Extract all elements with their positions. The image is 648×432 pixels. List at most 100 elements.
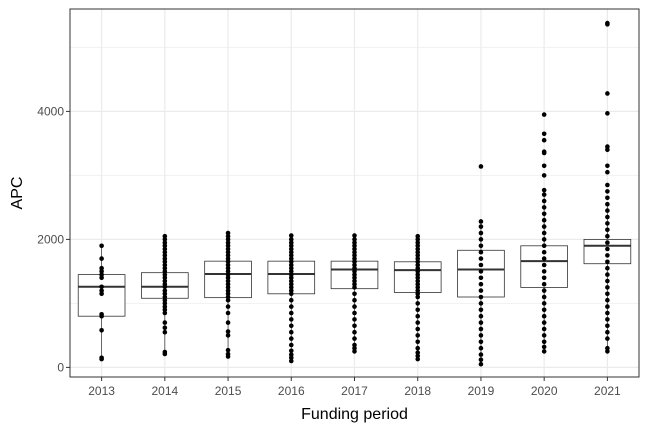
data-point (162, 281, 168, 287)
data-point (605, 20, 610, 26)
data-point (162, 272, 168, 277)
data-point (225, 275, 231, 281)
points-2015 (225, 230, 231, 359)
data-point (478, 262, 484, 268)
data-point (225, 320, 231, 325)
x-tick-label: 2020 (531, 384, 558, 398)
data-point (541, 326, 547, 332)
data-point (225, 249, 231, 255)
x-tick-label: 2017 (341, 384, 368, 398)
x-axis-title: Funding period (301, 406, 408, 423)
data-point (605, 169, 610, 175)
data-point (541, 275, 547, 281)
data-point (352, 278, 357, 284)
data-point (288, 348, 294, 354)
data-point (225, 240, 231, 245)
data-point (415, 350, 421, 355)
data-point (605, 259, 610, 265)
data-point (99, 256, 104, 261)
y-axis-title: APC (9, 177, 26, 210)
data-point (478, 281, 484, 287)
data-point (352, 329, 357, 335)
data-point (288, 246, 294, 252)
data-point (541, 339, 547, 345)
data-point (605, 246, 610, 252)
data-point (288, 342, 294, 348)
x-tick-label: 2015 (215, 384, 242, 398)
data-point (99, 269, 104, 274)
data-point (415, 326, 421, 332)
data-point (541, 198, 547, 204)
data-point (288, 288, 294, 293)
data-point (415, 269, 421, 274)
data-point (478, 243, 484, 249)
data-point (225, 333, 231, 338)
data-point (541, 249, 547, 255)
data-point (605, 297, 610, 303)
data-point (415, 301, 421, 306)
data-point (225, 269, 231, 274)
data-point (478, 230, 484, 236)
data-point (162, 262, 168, 268)
data-point (541, 173, 547, 178)
data-point (352, 291, 357, 297)
data-point (162, 325, 168, 331)
data-point (415, 240, 421, 245)
data-point (605, 221, 610, 226)
data-point (288, 281, 294, 287)
data-point (605, 336, 610, 341)
data-point (162, 253, 168, 258)
data-point (288, 253, 294, 258)
data-point (288, 240, 294, 245)
data-point (225, 265, 231, 271)
data-point (352, 237, 357, 242)
data-point (225, 259, 231, 265)
data-point (225, 262, 231, 268)
data-point (225, 272, 231, 277)
data-point (541, 230, 547, 236)
data-point (162, 233, 168, 239)
data-point (415, 256, 421, 261)
data-point (415, 288, 421, 293)
data-point (541, 320, 547, 325)
data-point (99, 284, 104, 290)
data-point (162, 329, 168, 335)
data-point (605, 201, 610, 207)
data-point (605, 310, 610, 316)
data-point (415, 253, 421, 258)
data-point (605, 189, 610, 194)
data-point (478, 361, 484, 367)
data-point (99, 243, 104, 249)
data-point (352, 281, 357, 287)
data-point (352, 342, 357, 348)
data-point (415, 345, 421, 351)
y-tick-label: 0 (57, 360, 64, 374)
data-point (541, 307, 547, 313)
data-point (352, 275, 357, 281)
point-series (99, 20, 610, 367)
data-point (541, 149, 547, 155)
data-point (478, 224, 484, 229)
data-point (162, 349, 168, 355)
data-point (415, 281, 421, 287)
data-point (99, 265, 104, 271)
data-point (605, 227, 610, 233)
data-point (352, 336, 357, 341)
data-point (352, 262, 357, 268)
data-point (288, 355, 294, 361)
data-point (541, 288, 547, 293)
data-point (605, 317, 610, 322)
data-point (415, 278, 421, 284)
data-point (352, 246, 357, 252)
data-point (478, 237, 484, 242)
points-2016 (288, 233, 294, 364)
data-point (225, 278, 231, 284)
data-point (288, 297, 294, 303)
data-point (225, 288, 231, 293)
data-point (352, 345, 357, 351)
data-point (162, 291, 168, 297)
data-point (478, 275, 484, 281)
data-point (541, 281, 547, 287)
data-point (162, 301, 168, 306)
